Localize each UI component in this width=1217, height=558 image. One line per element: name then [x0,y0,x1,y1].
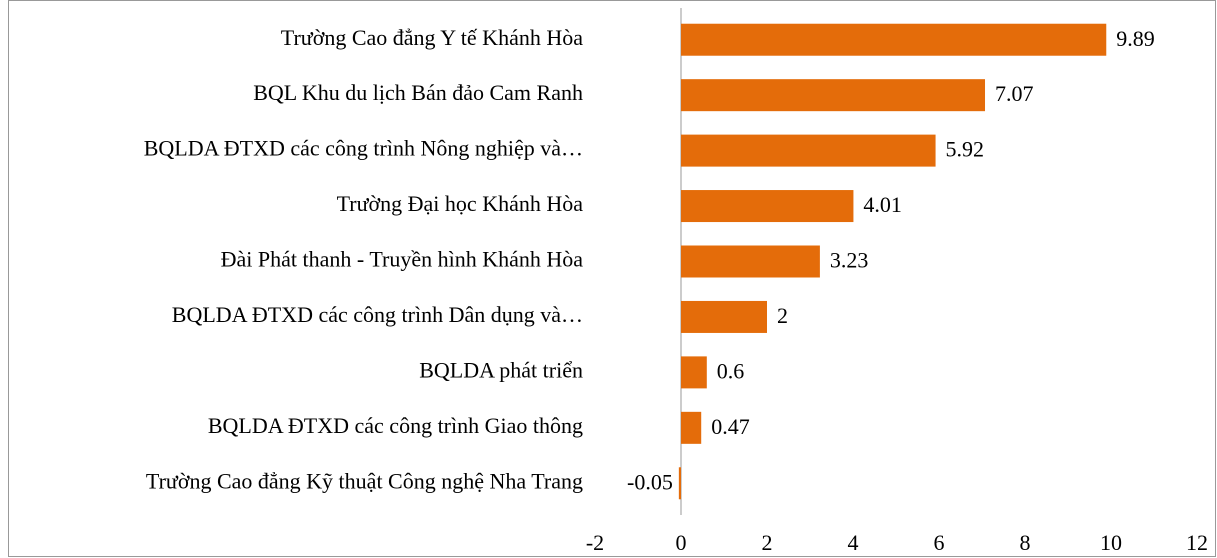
x-tick-label: 0 [676,530,687,555]
bar [681,356,707,389]
data-label: 2 [777,303,788,328]
chart-border [8,0,1216,557]
y-tick-label: BQLDA phát triển [419,357,583,382]
y-tick-label: Trường Cao đẳng Kỹ thuật Công nghệ Nha T… [146,468,583,493]
bar [681,23,1107,56]
y-tick-label: BQLDA ĐTXD các công trình Dân dụng và… [172,302,583,327]
y-tick-label: BQLDA ĐTXD các công trình Giao thông [208,413,583,438]
y-tick-label: Trường Cao đẳng Y tế Khánh Hòa [281,25,583,50]
data-label: 5.92 [946,137,985,162]
y-tick-label: BQLDA ĐTXD các công trình Nông nghiệp và… [144,136,583,161]
bar [681,245,820,278]
bar [681,79,986,112]
data-label: 0.6 [717,358,745,383]
bar [681,134,936,167]
bar [681,411,702,444]
bar [681,190,854,223]
x-tick-label: 8 [1020,530,1031,555]
x-tick-label: 4 [848,530,859,555]
x-tick-label: 2 [762,530,773,555]
y-tick-label: Trường Đại học Khánh Hòa [337,191,584,216]
y-tick-label: BQL Khu du lịch Bán đảo Cam Ranh [253,80,583,105]
bar [681,300,767,333]
data-label: 9.89 [1116,26,1155,51]
bar [678,467,681,500]
data-label: 0.47 [711,414,750,439]
y-tick-label: Đài Phát thanh - Truyền hình Khánh Hòa [221,247,584,272]
data-label: 7.07 [995,81,1034,106]
x-tick-label: 6 [934,530,945,555]
data-label: -0.05 [627,469,673,494]
x-tick-label: 10 [1100,530,1122,555]
data-label: 3.23 [830,248,869,273]
x-tick-label: -2 [586,530,604,555]
data-label: 4.01 [863,192,902,217]
x-tick-label: 12 [1186,530,1208,555]
